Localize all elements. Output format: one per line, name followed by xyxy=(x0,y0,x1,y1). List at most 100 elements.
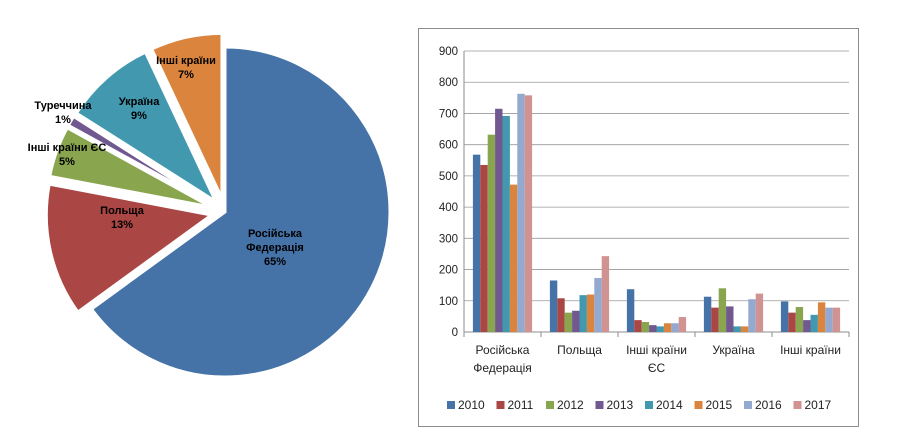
pie-category-label: Інші країни ЄС xyxy=(28,142,107,154)
y-tick-label: 600 xyxy=(439,140,458,152)
legend-swatch xyxy=(447,401,455,409)
pie-category-label: Російська xyxy=(248,228,303,240)
bar-2011-1 xyxy=(557,298,565,332)
y-tick-label: 0 xyxy=(452,327,458,339)
bar-2011-2 xyxy=(634,320,642,332)
bar-2017-3 xyxy=(755,293,764,332)
category-label: Федерація xyxy=(473,361,532,375)
bar-2013-3 xyxy=(726,306,734,332)
legend-label: 2014 xyxy=(656,398,683,412)
bar-2010-3 xyxy=(703,296,712,332)
bar-2014-1 xyxy=(579,295,587,332)
pie-category-label: Польща xyxy=(100,205,145,217)
bar-2010-1 xyxy=(549,280,558,332)
y-tick-label: 100 xyxy=(439,296,458,308)
bar-2014-3 xyxy=(733,326,741,332)
pie-value-label: 7% xyxy=(178,69,194,81)
y-tick-label: 800 xyxy=(439,77,458,89)
legend-label: 2012 xyxy=(557,398,584,412)
legend-label: 2017 xyxy=(805,398,832,412)
bar-2010-2 xyxy=(626,289,635,332)
pie-chart: Російська Федерація 65% Польща 13% Інші країн… xyxy=(0,0,410,438)
y-tick-label: 200 xyxy=(439,265,458,277)
y-tick-label: 500 xyxy=(439,171,458,183)
pie-slice-4 xyxy=(74,50,220,206)
bar-2012-3 xyxy=(718,288,727,332)
bar-2017-0 xyxy=(524,95,533,332)
category-label: ЄС xyxy=(648,361,666,375)
pie-value-label: 65% xyxy=(264,256,286,268)
bar-2013-0 xyxy=(495,108,503,332)
pie-slice-0 xyxy=(89,45,392,379)
pie-value-label: 1% xyxy=(55,114,71,126)
category-label: Російська xyxy=(476,343,530,357)
bar-2013-4 xyxy=(803,320,811,332)
pie-category-label: Федерація xyxy=(246,242,304,254)
bar-2011-3 xyxy=(711,307,719,332)
legend-swatch xyxy=(793,401,802,409)
bar-2012-0 xyxy=(487,134,496,332)
bar-2012-1 xyxy=(564,312,573,332)
bar-2016-2 xyxy=(671,323,679,332)
bar-2016-1 xyxy=(594,277,602,332)
y-tick-label: 300 xyxy=(439,233,458,245)
bar-2016-4 xyxy=(825,307,833,332)
y-tick-label: 400 xyxy=(439,202,458,214)
bar-2014-4 xyxy=(810,314,818,332)
bar-2015-4 xyxy=(817,302,826,332)
bar-2012-2 xyxy=(641,322,650,332)
bar-2011-4 xyxy=(788,312,796,332)
pie-chart-svg: Російська Федерація 65% Польща 13% Інші країн… xyxy=(28,31,392,379)
legend-swatch xyxy=(744,401,752,409)
bar-chart: 0 100 200 300 400 500 600 700 800 900 Російська Фед… xyxy=(418,28,859,427)
bar-2015-2 xyxy=(663,323,672,332)
pie-value-label: 5% xyxy=(59,156,75,168)
category-label: Україна xyxy=(712,343,755,357)
pie-category-label: Туреччина xyxy=(34,100,92,112)
pie-slice-1 xyxy=(44,182,216,315)
pie-slice-5 xyxy=(149,31,224,199)
bar-2016-3 xyxy=(748,299,756,332)
pie-category-label: Україна xyxy=(119,96,161,108)
bar-chart-svg: 0 100 200 300 400 500 600 700 800 900 Російська Фед… xyxy=(439,46,850,412)
pie-label-0: Російська Федерація 65% xyxy=(246,228,304,268)
bar-2013-2 xyxy=(649,325,657,332)
bar-2017-1 xyxy=(601,256,610,332)
legend-label: 2015 xyxy=(706,398,733,412)
bar-2015-0 xyxy=(509,184,518,332)
legend-label: 2010 xyxy=(458,398,485,412)
legend-swatch xyxy=(496,401,505,409)
bar-2014-2 xyxy=(656,326,664,332)
pie-label-2: Інші країни ЄС 5% xyxy=(28,142,107,168)
bar-2017-4 xyxy=(832,307,841,332)
pie-label-1: Польща 13% xyxy=(100,205,145,231)
bar-2011-0 xyxy=(480,164,488,332)
pie-slice-2 xyxy=(47,125,213,209)
y-tick-label: 700 xyxy=(439,108,458,120)
bar-2010-0 xyxy=(472,154,481,332)
legend-label: 2016 xyxy=(755,398,782,412)
bar-2012-4 xyxy=(795,307,804,332)
pie-value-label: 13% xyxy=(111,219,133,231)
bar-2014-0 xyxy=(502,115,510,332)
pie-label-5: Інші країни 7% xyxy=(156,55,216,81)
bar-2017-2 xyxy=(678,317,687,332)
bar-2016-0 xyxy=(517,93,525,332)
y-tick-label: 900 xyxy=(439,46,458,58)
category-label: Інші країни xyxy=(626,343,687,357)
bar-2015-1 xyxy=(586,294,595,332)
bar-2010-4 xyxy=(780,301,789,332)
category-label: Польща xyxy=(557,343,602,357)
pie-category-label: Інші країни xyxy=(156,55,216,67)
legend-swatch xyxy=(595,401,604,409)
legend: 2010 2011 2012 2013 2014 2015 2016 2017 xyxy=(447,398,832,412)
category-label: Інші країни xyxy=(780,343,841,357)
legend-swatch xyxy=(694,401,703,409)
pie-label-3: Туреччина 1% xyxy=(34,100,92,126)
pie-label-4: Україна 9% xyxy=(119,96,161,122)
pie-value-label: 9% xyxy=(131,110,147,122)
pie-slice-3 xyxy=(66,114,214,207)
bar-2015-3 xyxy=(740,326,749,332)
legend-swatch xyxy=(645,401,653,409)
bar-2013-1 xyxy=(572,310,580,332)
